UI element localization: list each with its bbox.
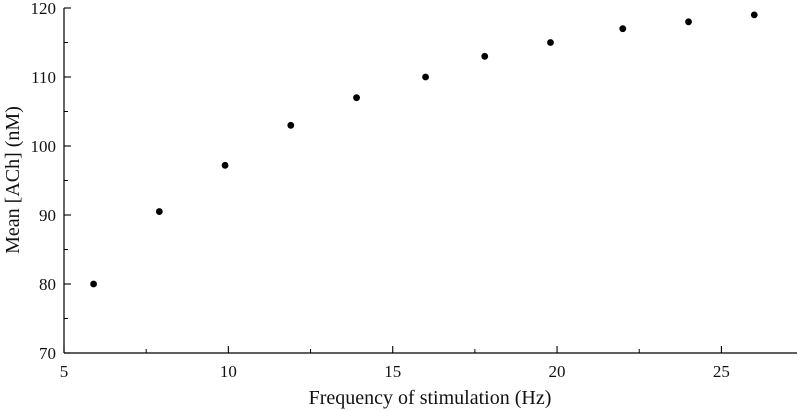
x-tick-label: 20 [549,362,566,381]
y-axis-title: Mean [ACh] (nM) [2,106,24,254]
y-tick-label: 120 [31,0,57,18]
ticks: 5 10 15 20 25 70 80 90 100 110 120 [31,0,730,381]
data-point [422,73,429,81]
y-tick-label: 110 [31,68,56,87]
x-tick-label: 10 [220,362,237,381]
y-tick-label: 100 [31,137,57,156]
y-tick-label: 80 [39,275,56,294]
x-axis-title: Frequency of stimulation (Hz) [309,387,552,409]
y-tick-label: 70 [39,344,56,363]
data-point [155,208,163,215]
data-points [90,11,758,288]
data-point [90,280,97,288]
data-point [353,94,360,102]
y-tick-label: 90 [39,206,56,225]
x-tick-label: 5 [60,362,69,381]
axes [63,8,797,354]
data-point [547,39,554,46]
data-point [287,121,295,129]
data-point [221,161,229,169]
data-point [619,25,627,33]
data-point [750,11,758,19]
x-tick-label: 15 [384,362,401,381]
data-point [481,52,489,60]
x-tick-label: 25 [713,362,730,381]
data-point [685,18,692,26]
